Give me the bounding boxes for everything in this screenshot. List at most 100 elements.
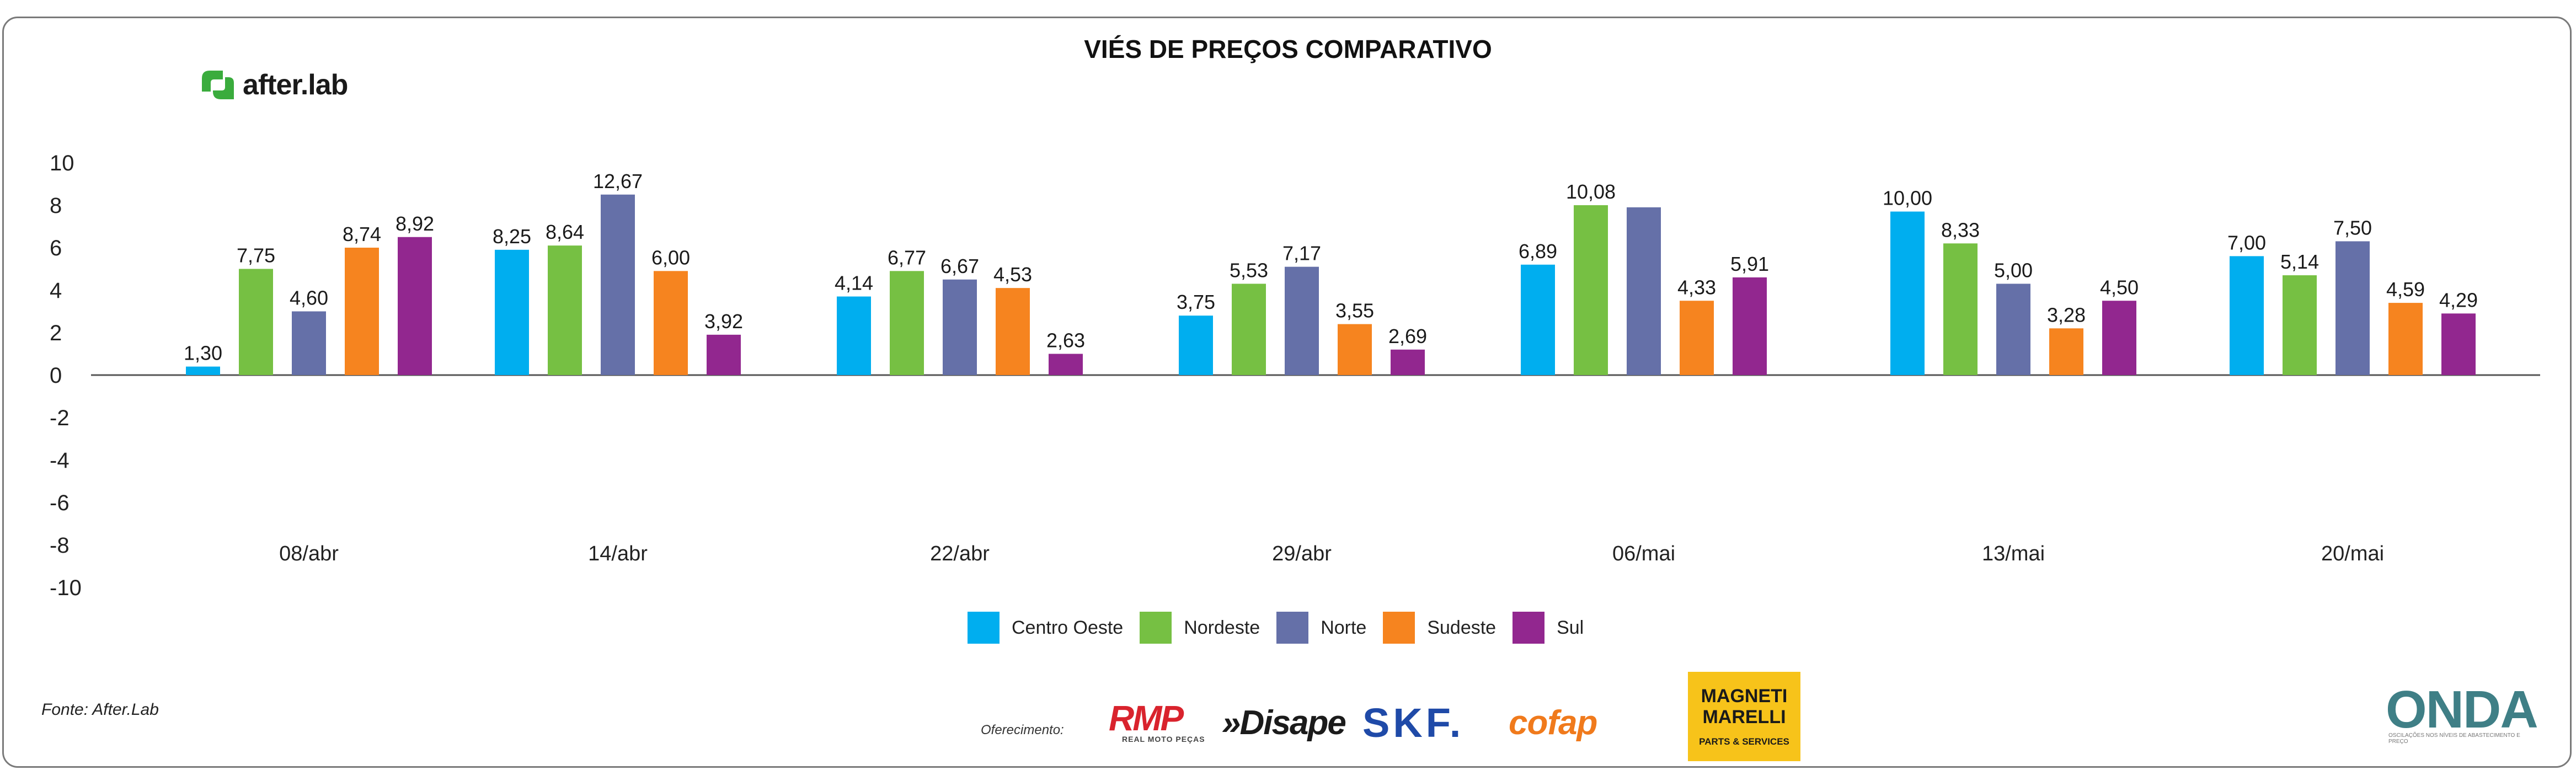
y-tick-label: -10: [50, 576, 82, 600]
data-label: 7,00: [2227, 231, 2266, 254]
bar: [1574, 205, 1608, 375]
afterlab-logo-icon: [202, 71, 234, 99]
legend-label: Centro Oeste: [1012, 617, 1124, 638]
bar: [1680, 301, 1714, 375]
bar: [2283, 275, 2317, 375]
bar: [707, 334, 741, 375]
x-category-label: 20/mai: [2321, 542, 2384, 565]
y-tick-label: 10: [50, 151, 74, 175]
bar: [2049, 328, 2083, 375]
legend: Centro Oeste Nordeste Norte Sudeste Sul: [968, 611, 1600, 644]
onda-logo: ONDA: [2386, 680, 2538, 739]
legend-item-sudeste: Sudeste: [1383, 612, 1496, 644]
bar: [345, 248, 379, 375]
bar: [654, 271, 688, 375]
data-label: 8,74: [343, 223, 381, 245]
data-label: 8,33: [1941, 218, 1980, 241]
chart-frame: [2, 17, 2572, 768]
legend-swatch: [1383, 612, 1415, 644]
bar: [1285, 266, 1319, 375]
disape-logo: »Disape: [1222, 704, 1346, 742]
data-label: 6,77: [888, 246, 926, 269]
data-label: 10,00: [1883, 187, 1932, 210]
data-label: 5,00: [1994, 259, 2033, 281]
bar: [495, 249, 529, 375]
data-label: 5,53: [1230, 259, 1268, 281]
bar: [239, 269, 273, 375]
data-label: 4,29: [2439, 288, 2478, 311]
data-label: 8,92: [396, 212, 434, 235]
bar: [2230, 256, 2264, 375]
rmp-logo-subtext: REAL MOTO PEÇAS: [1122, 735, 1205, 744]
bar: [996, 288, 1030, 375]
data-label: 4,14: [835, 272, 873, 295]
sponsor-label: Oferecimento:: [981, 723, 1064, 737]
data-label: 6,00: [651, 246, 690, 269]
bar: [1232, 284, 1266, 375]
data-label: 1,30: [184, 342, 222, 365]
y-tick-label: 4: [50, 279, 62, 303]
x-category-label: 29/abr: [1272, 542, 1332, 565]
bar: [1733, 277, 1767, 375]
data-label: 2,63: [1046, 329, 1085, 352]
data-label: 3,75: [1177, 291, 1215, 313]
data-label: 3,92: [704, 310, 743, 333]
legend-item-sul: Sul: [1513, 612, 1584, 644]
magneti-subtext: PARTS & SERVICES: [1699, 736, 1789, 747]
data-label: 2,69: [1388, 325, 1427, 347]
bar: [1996, 284, 2030, 375]
x-category-label: 22/abr: [930, 542, 990, 565]
data-label: 7,50: [2333, 216, 2372, 239]
source-note: Fonte: After.Lab: [41, 701, 159, 719]
y-tick-label: 8: [50, 194, 62, 218]
y-tick-label: -4: [50, 448, 70, 473]
data-label: 12,67: [593, 170, 643, 192]
legend-label: Sul: [1557, 617, 1584, 638]
y-tick-label: 0: [50, 363, 62, 388]
x-category-label: 14/abr: [588, 542, 648, 565]
bar: [2335, 241, 2370, 375]
bar: [1338, 324, 1372, 375]
afterlab-logo: after.lab: [199, 67, 348, 103]
magneti-line1: MAGNETI: [1701, 686, 1788, 707]
legend-swatch: [1276, 612, 1309, 644]
legend-label: Norte: [1321, 617, 1367, 638]
legend-item-centro-oeste: Centro Oeste: [968, 612, 1123, 644]
legend-swatch: [1140, 612, 1172, 644]
legend-label: Sudeste: [1427, 617, 1497, 638]
bar: [1179, 316, 1213, 375]
rmp-logo: RMP REAL MOTO PEÇAS: [1109, 698, 1205, 744]
x-category-label: 08/abr: [279, 542, 339, 565]
rmp-logo-text: RMP: [1109, 698, 1184, 738]
data-label: 8,25: [493, 225, 531, 248]
bar: [2102, 301, 2136, 375]
legend-item-nordeste: Nordeste: [1140, 612, 1260, 644]
bar: [186, 366, 220, 375]
data-label: 4,60: [290, 287, 328, 309]
bar: [1943, 243, 1978, 375]
x-category-label: 06/mai: [1612, 542, 1675, 565]
onda-subtitle: OSCILAÇÕES NOS NÍVEIS DE ABASTECIMENTO E…: [2388, 732, 2520, 745]
bar: [943, 279, 977, 375]
data-label: 4,50: [2100, 276, 2139, 298]
bar: [2441, 313, 2476, 375]
bar: [548, 245, 582, 375]
bar: [1521, 264, 1555, 375]
y-tick-label: 6: [50, 236, 62, 260]
data-label: 7,75: [237, 244, 275, 267]
cofap-logo: cofap: [1509, 704, 1597, 742]
bar: [601, 194, 635, 375]
magneti-marelli-logo: MAGNETI MARELLI PARTS & SERVICES: [1688, 672, 1800, 761]
bar: [837, 296, 871, 375]
chart-title: VIÉS DE PREÇOS COMPARATIVO: [1084, 35, 1492, 63]
bar: [2388, 303, 2423, 375]
bar: [1391, 349, 1425, 375]
legend-swatch: [968, 612, 1000, 644]
data-label: 4,59: [2386, 278, 2425, 301]
bar-chart: 10 8 6 4 2 0 -2 -4 -6 -8 -10 1,30 7,75 4,60 8,74 8,92 08…: [50, 151, 2540, 600]
bar: [292, 311, 326, 375]
bar: [1890, 211, 1925, 375]
skf-logo: SKF.: [1362, 700, 1465, 746]
afterlab-logo-text: after.lab: [243, 69, 348, 101]
data-label: 5,91: [1730, 253, 1769, 275]
